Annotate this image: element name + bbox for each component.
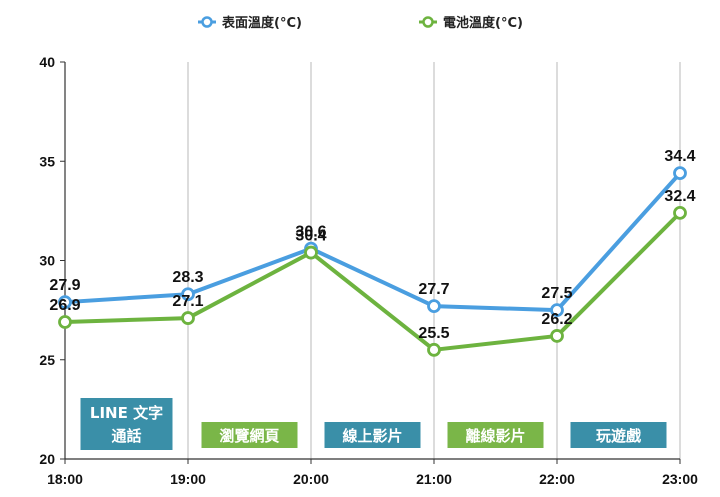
grid-lines bbox=[187, 62, 681, 459]
series-lines bbox=[58, 166, 687, 357]
annotation-label-3-1: 線上影片 bbox=[342, 427, 402, 445]
series-1-point-22:00 bbox=[550, 303, 564, 318]
x-tick-label-19:00: 19:00 bbox=[170, 471, 206, 487]
y-tick-label-30: 30 bbox=[39, 253, 55, 269]
series-1-point-23:00 bbox=[673, 166, 687, 181]
annotation-label-1-1: LINE 文字 bbox=[90, 404, 163, 422]
series-1-point-19:00 bbox=[181, 287, 195, 302]
series-line-2 bbox=[64, 211, 682, 352]
series-1-label-23:00: 34.4 bbox=[664, 148, 695, 165]
series-line-1 bbox=[64, 171, 682, 313]
y-tick-label-20: 20 bbox=[39, 451, 55, 467]
series-1-label-21:00: 27.7 bbox=[418, 281, 449, 298]
annotation-label-5-1: 玩遊戲 bbox=[596, 427, 642, 445]
series-1-label-18:00: 27.9 bbox=[49, 277, 80, 294]
data-labels: 27.9 28.3 30.6 27.7 27.5 34.4 26.9 27.1 30.4 25.5… bbox=[49, 148, 695, 342]
y-tick-label-40: 40 bbox=[39, 54, 55, 70]
annotation-label-4-1: 離線影片 bbox=[465, 427, 525, 445]
series-2-label-22:00: 26.2 bbox=[541, 311, 572, 328]
series-2-point-23:00 bbox=[673, 205, 687, 220]
legend-label-2: 電池溫度(°C) bbox=[443, 15, 523, 31]
series-2-label-20:00: 30.4 bbox=[295, 228, 326, 245]
series-2-label-18:00: 26.9 bbox=[49, 297, 80, 314]
series-2-label-23:00: 32.4 bbox=[664, 188, 695, 205]
x-tick-label-21:00: 21:00 bbox=[416, 471, 452, 487]
series-1-point-18:00 bbox=[58, 295, 72, 310]
x-tick-label-18:00: 18:00 bbox=[47, 471, 83, 487]
annotation-box-4 bbox=[447, 422, 544, 448]
series-2-point-18:00 bbox=[58, 315, 72, 329]
annotation-box-5 bbox=[570, 422, 667, 448]
annotation-box-2 bbox=[201, 422, 298, 448]
series-1-point-21:00 bbox=[427, 299, 441, 314]
annotation-box-3 bbox=[324, 422, 421, 448]
legend-label-1: 表面溫度(°C) bbox=[221, 15, 302, 31]
series-2-label-21:00: 25.5 bbox=[418, 325, 449, 342]
axes: 20 25 30 35 40 18:00 19:00 20:00 21:00 22:00 23:00 bbox=[39, 54, 698, 487]
series-2-point-20:00 bbox=[304, 245, 318, 260]
series-2-point-19:00 bbox=[181, 311, 195, 325]
series-1-label-20:00: 30.6 bbox=[295, 224, 326, 241]
y-tick-label-25: 25 bbox=[39, 352, 55, 368]
legend-marker-1 bbox=[201, 16, 213, 28]
legend: 表面溫度(°C) 電池溫度(°C) bbox=[198, 15, 523, 31]
series-1-label-19:00: 28.3 bbox=[172, 269, 203, 286]
series-2-point-22:00 bbox=[550, 329, 564, 343]
series-2-label-19:00: 27.1 bbox=[172, 293, 203, 310]
series-1-label-22:00: 27.5 bbox=[541, 285, 572, 302]
annotation-label-1-2: 通話 bbox=[111, 427, 141, 445]
x-tick-label-23:00: 23:00 bbox=[662, 471, 698, 487]
series-2-point-21:00 bbox=[427, 342, 441, 357]
legend-marker-2 bbox=[422, 16, 434, 28]
annotation-label-2-1: 瀏覽網頁 bbox=[219, 427, 279, 445]
y-tick-label-35: 35 bbox=[39, 153, 55, 169]
annotation-box-1 bbox=[80, 398, 173, 450]
x-tick-label-22:00: 22:00 bbox=[539, 471, 575, 487]
x-tick-label-20:00: 20:00 bbox=[293, 471, 329, 487]
